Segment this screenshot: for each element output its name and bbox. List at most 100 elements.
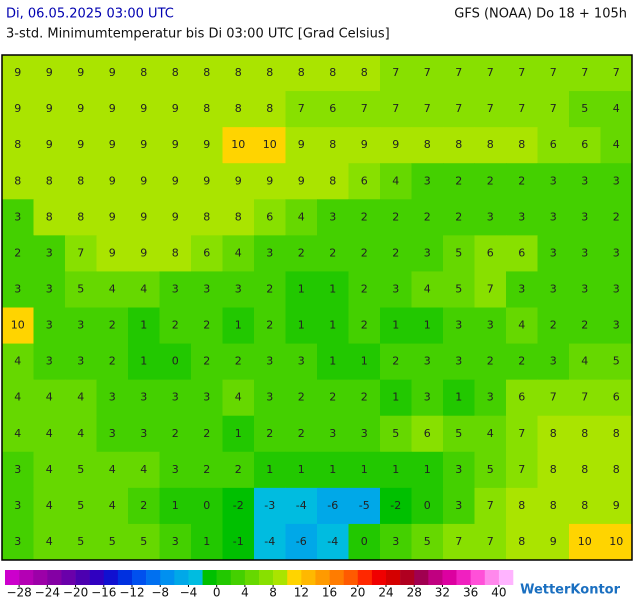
colorbar-label: 32 bbox=[435, 586, 450, 600]
temp-value: 2 bbox=[581, 319, 588, 332]
temp-cell bbox=[191, 415, 223, 453]
temp-cell bbox=[33, 127, 66, 164]
temp-cell bbox=[348, 199, 381, 236]
temp-cell bbox=[443, 307, 475, 345]
temp-cell bbox=[96, 451, 129, 489]
temp-value: 4 bbox=[581, 355, 588, 368]
temp-value: 9 bbox=[140, 174, 147, 187]
temp-cell bbox=[159, 343, 192, 381]
colorbar-box bbox=[33, 570, 48, 585]
colorbar-box bbox=[19, 570, 34, 585]
colorbar-label: 28 bbox=[407, 586, 422, 600]
temp-cell bbox=[537, 235, 570, 272]
temp-cell bbox=[33, 307, 66, 345]
temp-value: 2 bbox=[487, 355, 494, 368]
temp-value: 7 bbox=[455, 535, 462, 548]
temp-cell bbox=[537, 271, 570, 308]
temp-cell bbox=[411, 91, 444, 128]
temp-cell bbox=[2, 163, 34, 200]
temp-value: 8 bbox=[550, 499, 557, 512]
temp-cell bbox=[474, 235, 507, 272]
temp-value: 8 bbox=[455, 138, 462, 151]
temp-cell bbox=[411, 163, 444, 200]
temp-cell bbox=[159, 91, 192, 128]
temp-value: -2 bbox=[390, 499, 401, 512]
colorbar-box bbox=[89, 570, 105, 585]
temp-cell bbox=[569, 199, 601, 236]
temp-cell bbox=[254, 415, 286, 453]
temp-cell bbox=[506, 91, 538, 128]
temp-cell bbox=[506, 415, 538, 453]
temp-value: 2 bbox=[361, 210, 368, 223]
colorbar-box bbox=[498, 570, 514, 585]
temp-value: 10 bbox=[263, 138, 277, 151]
temp-value: -3 bbox=[264, 499, 275, 512]
temp-value: 8 bbox=[329, 138, 336, 151]
temp-value: 6 bbox=[613, 391, 620, 404]
temp-value: 9 bbox=[235, 174, 242, 187]
temp-cell bbox=[2, 379, 34, 417]
temp-value: 5 bbox=[392, 427, 399, 440]
temp-cell bbox=[506, 127, 538, 164]
temp-cell bbox=[537, 163, 570, 200]
temp-cell bbox=[128, 199, 160, 236]
temp-value: 2 bbox=[298, 246, 305, 259]
temp-cell bbox=[411, 523, 444, 561]
temp-value: 3 bbox=[46, 282, 53, 295]
temp-value: 5 bbox=[77, 282, 84, 295]
date: Di, 06.05.2025 03:00 UTC bbox=[6, 7, 174, 22]
temp-value: 1 bbox=[203, 535, 210, 548]
temp-cell bbox=[96, 415, 129, 453]
temp-cell bbox=[474, 379, 507, 417]
temp-cell bbox=[348, 415, 381, 453]
temp-cell bbox=[317, 451, 349, 489]
temp-value: 3 bbox=[581, 282, 588, 295]
temp-cell bbox=[65, 307, 97, 345]
temp-cell bbox=[159, 199, 192, 236]
temp-cell bbox=[443, 523, 475, 561]
temp-cell bbox=[348, 271, 381, 308]
temp-value: 3 bbox=[424, 391, 431, 404]
temp-value: 7 bbox=[392, 102, 399, 115]
temp-cell bbox=[285, 235, 318, 272]
temp-cell bbox=[33, 343, 66, 381]
temp-cell bbox=[443, 487, 475, 525]
temp-cell bbox=[411, 379, 444, 417]
temp-value: 1 bbox=[172, 499, 179, 512]
colorbar-box bbox=[132, 570, 147, 585]
temp-cell bbox=[191, 271, 223, 308]
temp-cell bbox=[600, 523, 633, 561]
temp-cell bbox=[254, 91, 286, 128]
temp-cell bbox=[569, 271, 601, 308]
temp-cell bbox=[159, 235, 192, 272]
temp-cell bbox=[569, 523, 601, 561]
temp-value: 6 bbox=[329, 102, 336, 115]
temp-value: 3 bbox=[518, 282, 525, 295]
temp-value: 2 bbox=[361, 282, 368, 295]
temp-value: 2 bbox=[518, 174, 525, 187]
temp-value: 9 bbox=[172, 102, 179, 115]
temp-value: 2 bbox=[329, 391, 336, 404]
temp-cell bbox=[285, 55, 318, 92]
temp-cell bbox=[65, 415, 97, 453]
temp-cell bbox=[222, 415, 255, 453]
temp-cell bbox=[159, 415, 192, 453]
temp-value: 3 bbox=[46, 319, 53, 332]
temp-value: -6 bbox=[296, 535, 307, 548]
temp-value: 9 bbox=[46, 102, 53, 115]
temp-value: 8 bbox=[77, 210, 84, 223]
temp-cell bbox=[506, 55, 538, 92]
colorbar-box bbox=[301, 570, 316, 585]
temp-cell bbox=[285, 343, 318, 381]
colorbar-label: −16 bbox=[91, 586, 116, 600]
temp-cell bbox=[474, 307, 507, 345]
temp-value: 1 bbox=[329, 355, 336, 368]
temp-cell bbox=[348, 307, 381, 345]
temp-cell bbox=[96, 127, 129, 164]
temp-cell bbox=[411, 55, 444, 92]
temp-value: 1 bbox=[361, 463, 368, 476]
temp-value: 9 bbox=[298, 174, 305, 187]
temp-cell bbox=[600, 235, 633, 272]
temp-value: 1 bbox=[392, 319, 399, 332]
temp-value: 9 bbox=[203, 138, 210, 151]
